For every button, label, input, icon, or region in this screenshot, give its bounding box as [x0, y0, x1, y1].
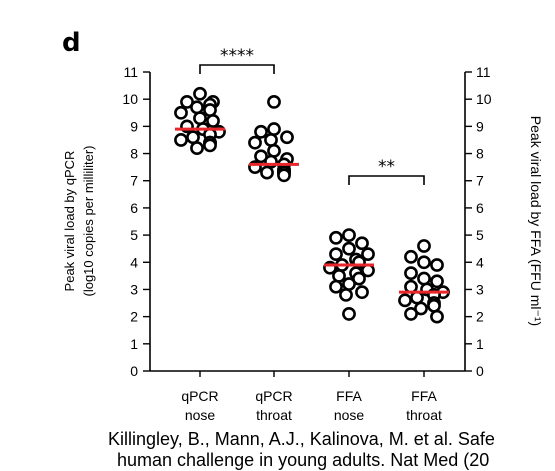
x-tick-label-line1: FFA [336, 388, 362, 404]
data-point [267, 122, 281, 136]
data-point [203, 103, 217, 117]
data-point [206, 114, 220, 128]
x-tick-label-line2: nose [334, 407, 365, 423]
data-point [329, 279, 343, 294]
y-tick-label-left: 9 [130, 118, 138, 134]
data-point [329, 247, 343, 262]
data-point [430, 258, 444, 272]
x-tick-label-line2: throat [406, 407, 442, 423]
citation-line-1: Killingley, B., Mann, A.J., Kalinova, M.… [108, 429, 495, 449]
data-point [355, 285, 369, 300]
data-point [355, 236, 369, 251]
y-tick-label-left: 1 [130, 336, 138, 352]
data-point [193, 86, 207, 101]
y-tick-label-right: 11 [476, 64, 491, 80]
data-point [417, 255, 431, 270]
data-point [410, 290, 424, 305]
y-tick-label-right: 8 [476, 146, 484, 162]
panel-letter: d [62, 28, 81, 58]
y-tick-label-right: 10 [476, 91, 492, 107]
y-axis-label-right: Peak viral load by FFA (FFU ml⁻¹) [528, 116, 544, 326]
y-tick-label-right: 3 [476, 281, 484, 297]
data-point [404, 249, 418, 264]
significance-label: **** [220, 46, 254, 66]
data-point [174, 105, 188, 120]
y-tick-label-right: 7 [476, 173, 484, 189]
y-tick-label-left: 4 [130, 254, 138, 270]
data-point [430, 274, 444, 289]
data-point [280, 130, 294, 145]
y-tick-label-left: 5 [130, 227, 138, 243]
y-tick-label-right: 4 [476, 254, 484, 270]
data-point [342, 228, 356, 242]
citation-line-2: human challenge in young adults. Nat Med… [117, 450, 490, 470]
y-axis-label-left-line1: Peak viral load by qPCR [62, 151, 77, 292]
data-point [190, 141, 204, 156]
y-axis-label-left-line2: (log10 copies per milliliter) [81, 146, 96, 297]
x-tick-label-line1: FFA [411, 388, 437, 404]
significance-bracket [348, 175, 425, 185]
data-point [254, 149, 268, 164]
y-tick-label-right: 6 [476, 200, 484, 216]
data-point [329, 230, 343, 245]
significance-bracket [199, 64, 275, 74]
data-point [254, 124, 268, 139]
y-tick-label-left: 10 [122, 91, 138, 107]
data-point [267, 143, 281, 158]
x-tick-label-line1: qPCR [255, 388, 292, 404]
data-point [417, 239, 431, 253]
data-point [430, 309, 444, 324]
data-point [404, 266, 418, 281]
data-point [342, 307, 356, 321]
data-point [180, 95, 194, 109]
data-point [190, 100, 204, 115]
data-point [352, 271, 366, 286]
data-point [186, 130, 200, 145]
data-point [264, 133, 278, 147]
data-point [193, 111, 207, 126]
data-point [267, 95, 281, 109]
data-point [332, 268, 346, 283]
data-point [417, 271, 431, 286]
x-tick-label-line1: qPCR [181, 388, 218, 404]
data-point [260, 165, 274, 180]
data-point [404, 279, 418, 294]
data-point [203, 138, 217, 153]
data-point [414, 301, 428, 316]
y-tick-label-left: 11 [123, 64, 138, 80]
y-tick-label-right: 0 [476, 363, 484, 379]
x-tick-label-line2: nose [185, 407, 216, 423]
significance-label: ** [378, 157, 395, 177]
data-point [398, 293, 412, 308]
y-tick-label-right: 2 [476, 309, 484, 325]
data-point [174, 133, 188, 147]
data-point [339, 287, 353, 302]
y-tick-label-left: 6 [130, 200, 138, 216]
y-tick-label-left: 2 [130, 309, 138, 325]
data-point [427, 298, 441, 313]
y-tick-label-left: 7 [130, 173, 138, 189]
y-tick-label-left: 3 [130, 281, 138, 297]
data-point [277, 168, 291, 183]
y-tick-label-right: 1 [476, 336, 484, 352]
y-tick-label-right: 5 [476, 227, 484, 243]
data-point [342, 241, 356, 256]
x-tick-label-line2: throat [256, 407, 292, 423]
y-tick-label-left: 0 [130, 363, 138, 379]
y-tick-label-right: 9 [476, 118, 484, 134]
data-point [342, 277, 356, 291]
y-tick-label-left: 8 [130, 146, 138, 162]
data-point [404, 307, 418, 321]
data-point [361, 247, 375, 262]
data-point [248, 135, 262, 150]
